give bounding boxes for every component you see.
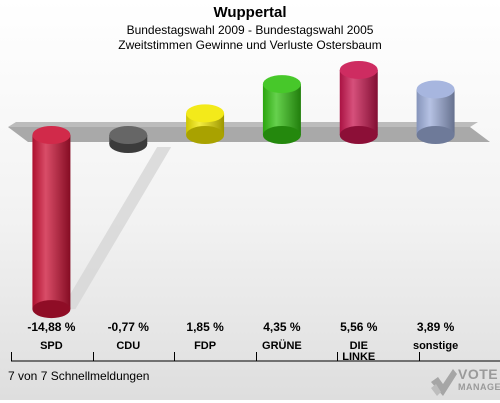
value-label-sonstige: 3,89 % [417,320,455,334]
bar-bottom-sonstige [416,126,455,144]
bar-bottom-die-linke [339,126,378,144]
bar-top-spd [32,126,71,144]
bar-cdu [109,126,148,154]
category-label-cdu: CDU [116,340,140,352]
bar-shadows [61,147,172,310]
category-label-die-linke: DIE LINKE [342,340,375,363]
logo-check-icon [431,369,457,396]
category-label-sonstige: sonstige [413,340,458,352]
bar-top-cdu [109,126,148,144]
value-label-gruene: 4,35 % [263,320,301,334]
value-label-cdu: -0,77 % [108,320,150,334]
logo-text-vote: VOTE [458,366,499,382]
category-label-fdp: FDP [194,340,216,352]
bars [32,60,455,319]
bar-top-gruene [262,75,301,94]
bar-bottom-gruene [262,126,301,144]
value-label-die-linke: 5,56 % [340,320,378,334]
bar-top-die-linke [339,60,378,79]
category-axis: SPD CDU FDP GRÜNE DIE LINKE sonstige [11,339,500,363]
vote-manager-logo: VOTE MANAGER [428,366,500,398]
bar-spd [32,126,71,319]
logo-text-manager: MANAGER [458,382,500,392]
chart-subtitle-2: Zweitstimmen Gewinne und Verluste Osters… [118,38,382,52]
bar-bottom-spd [32,300,71,319]
bar-body-die-linke [339,69,378,135]
bar-bottom-fdp [186,126,225,144]
bar-gruene [262,75,301,144]
category-label-gruene: GRÜNE [262,339,302,352]
bar-die-linke [339,60,378,144]
bar-shadow-spd [61,147,172,310]
value-labels: -14,88 % -0,77 % 1,85 % 4,35 % 5,56 % 3,89 % [27,320,454,334]
bar-top-fdp [186,104,225,123]
value-label-spd: -14,88 % [27,320,75,334]
value-label-fdp: 1,85 % [186,320,224,334]
bar-fdp [186,104,225,144]
reporting-status: 7 von 7 Schnellmeldungen [8,369,150,383]
zero-baseline-top [8,122,478,127]
bar-sonstige [416,80,455,144]
bar-body-spd [32,135,71,310]
chart-subtitle-1: Bundestagswahl 2009 - Bundestagswahl 200… [126,23,374,37]
chart-title: Wuppertal [213,4,287,21]
category-label-spd: SPD [40,340,63,352]
bar-top-sonstige [416,80,455,99]
